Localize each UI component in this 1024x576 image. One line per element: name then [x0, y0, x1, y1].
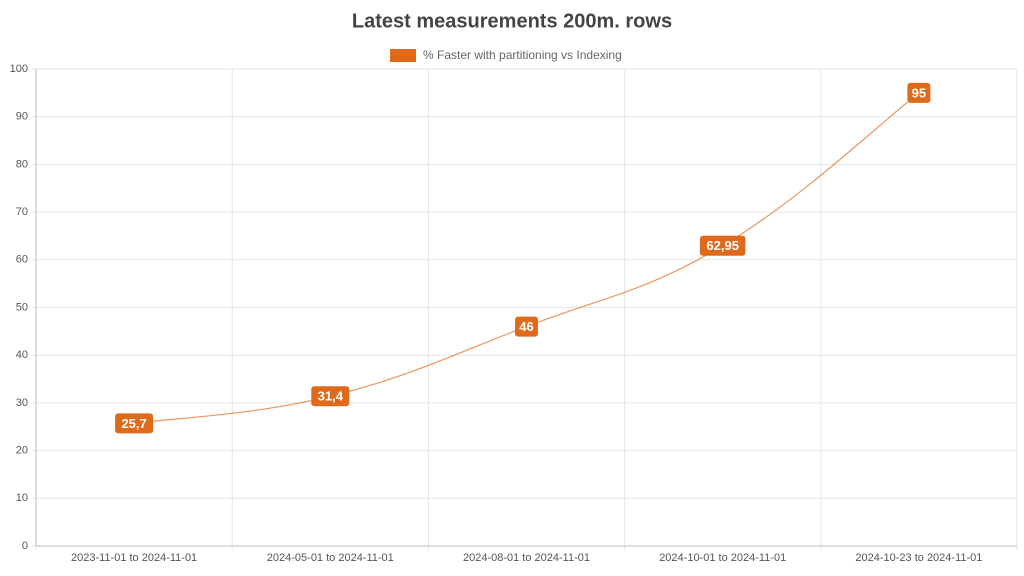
- y-tick-label: 50: [16, 301, 28, 313]
- point-label-box: [115, 413, 154, 434]
- x-tick-label: 2023-11-01 to 2024-11-01: [71, 552, 197, 564]
- y-tick-label: 20: [16, 445, 28, 457]
- legend-label: % Faster with partitioning vs Indexing: [423, 48, 622, 62]
- data-label: 95: [912, 85, 926, 100]
- y-tick-label: 0: [22, 540, 28, 552]
- y-tick-label: 40: [16, 349, 28, 361]
- data-label: 46: [519, 319, 533, 334]
- point-label-box: [515, 316, 538, 337]
- y-tick-label: 70: [16, 206, 28, 218]
- y-tick-label: 90: [16, 111, 28, 123]
- x-tick-label: 2024-08-01 to 2024-11-01: [463, 552, 590, 564]
- line: [134, 92, 920, 425]
- x-tick-label: 2024-10-01 to 2024-11-01: [659, 552, 786, 564]
- y-tick-label: 10: [16, 492, 28, 504]
- x-tick-label: 2024-05-01 to 2024-11-01: [267, 552, 394, 564]
- data-label: 25,7: [121, 416, 146, 431]
- y-tick-label: 80: [16, 158, 28, 170]
- data-label: 31,4: [318, 389, 344, 404]
- point-label-box: [311, 386, 350, 407]
- chart-title: Latest measurements 200m. rows: [352, 10, 672, 32]
- point-label-box: [699, 235, 746, 256]
- point-label-box: [907, 82, 931, 103]
- y-tick-label: 60: [16, 254, 28, 266]
- data-label: 62,95: [706, 238, 739, 253]
- x-tick-label: 2024-10-23 to 2024-11-01: [855, 552, 982, 564]
- y-tick-label: 30: [16, 397, 28, 409]
- y-tick-label: 100: [10, 63, 28, 75]
- legend-swatch: [390, 49, 416, 62]
